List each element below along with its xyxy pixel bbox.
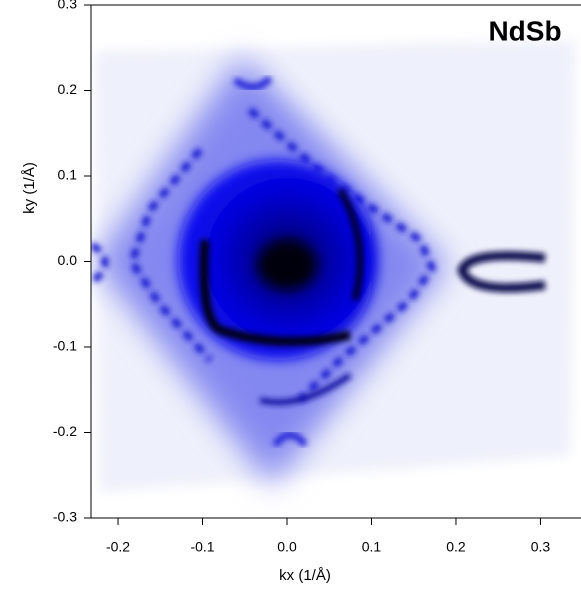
y-tick-label: 0.2 xyxy=(58,81,78,97)
y-tick-label: -0.3 xyxy=(53,509,77,525)
chart-title: NdSb xyxy=(488,15,561,46)
electron-pocket xyxy=(457,251,546,293)
x-tick-label: 0.2 xyxy=(446,539,466,555)
bottom-pocket xyxy=(272,431,308,448)
pocket-rim xyxy=(199,239,351,346)
y-tick-label: -0.2 xyxy=(53,423,77,439)
y-axis-label: ky (1/Å) xyxy=(21,162,38,214)
y-tick-label: 0.0 xyxy=(58,252,78,268)
x-tick-label: -0.2 xyxy=(106,539,130,555)
center-dark xyxy=(257,240,317,290)
x-axis-label: kx (1/Å) xyxy=(279,567,331,584)
x-tick-label: -0.1 xyxy=(190,539,214,555)
x-tick-label: 0.0 xyxy=(277,539,297,555)
y-tick-label: 0.3 xyxy=(58,0,78,12)
arpes-map xyxy=(91,40,575,492)
x-tick-label: 0.3 xyxy=(531,539,551,555)
y-tick-label: 0.1 xyxy=(58,167,78,183)
y-tick-label: -0.1 xyxy=(53,338,77,354)
x-tick-label: 0.1 xyxy=(362,539,382,555)
top-pocket xyxy=(232,75,273,91)
pocket-rim-right xyxy=(336,188,364,301)
bottom-arc xyxy=(259,372,352,406)
